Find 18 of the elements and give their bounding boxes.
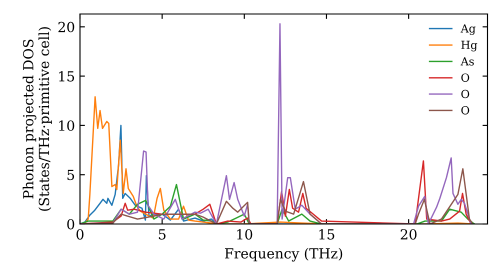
legend-label: O (461, 106, 470, 114)
legend-label: O (461, 90, 470, 98)
x-axis-title: Frequency (THz) (224, 248, 342, 262)
x-tick-label: 20 (400, 229, 417, 240)
legend-label: O (461, 73, 470, 82)
x-tick-label: 0 (76, 229, 84, 240)
x-tick-label: 10 (237, 229, 252, 240)
y-axis-title: Phonon projected DOS (States/THz·primitive cell) (22, 27, 52, 211)
y-tick-label: 20 (58, 22, 74, 32)
legend-label: As (460, 57, 474, 66)
y-tick-label: 10 (59, 120, 74, 131)
x-tick-label: 5 (158, 229, 166, 240)
legend-label: Hg (461, 40, 478, 52)
legend-label: Ag (460, 24, 476, 35)
y-tick-label: 15 (59, 71, 74, 82)
y-tick-label: 0 (67, 218, 74, 230)
x-tick-label: 15 (319, 229, 334, 240)
y-tick-label: 5 (67, 170, 74, 180)
